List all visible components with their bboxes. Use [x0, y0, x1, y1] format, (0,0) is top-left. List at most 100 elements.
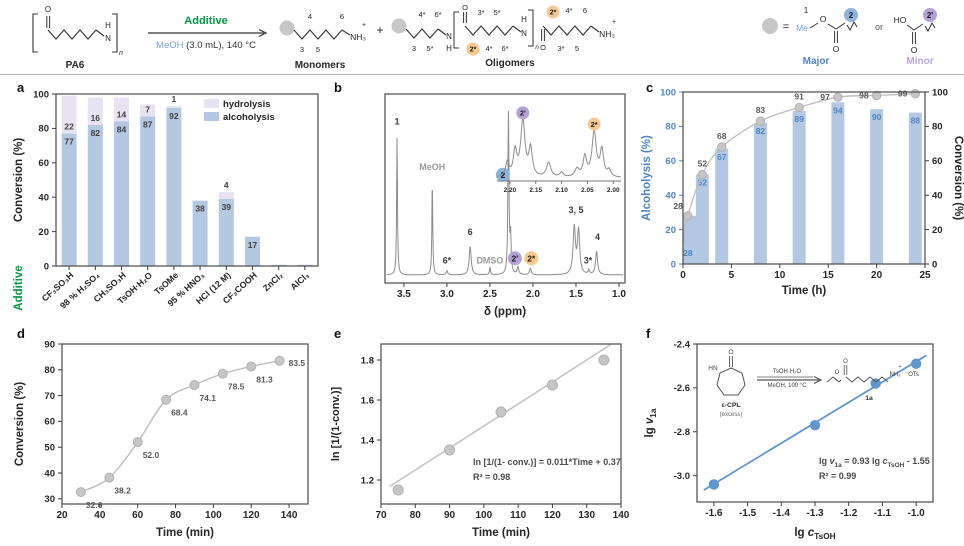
peak-label: 6* [443, 255, 452, 265]
oligomer-chain-left [405, 28, 439, 39]
panel-label-f: f [646, 326, 651, 341]
data-point [189, 380, 200, 391]
bar-value: 82 [756, 126, 766, 136]
y-tick-label: 70 [44, 391, 55, 402]
marker-circle-2* [546, 5, 560, 19]
line [590, 25, 600, 33]
atom-H: H [105, 21, 111, 30]
x-tick-label: 40 [94, 510, 106, 521]
bar-alcoholysis [245, 236, 260, 266]
y-axis-label: lg v1a [644, 408, 658, 437]
line [341, 29, 351, 36]
x-tick-label: 120 [243, 510, 260, 521]
x-tick-label: AlCl₃ [288, 270, 311, 292]
excess-label: (excess) [720, 412, 743, 418]
x-tick-label: 0 [680, 270, 686, 281]
panel-label-d: d [17, 326, 25, 341]
line [827, 23, 837, 30]
ester-head [826, 376, 842, 383]
y-tick-label: 1.6 [361, 395, 374, 406]
circle-label: 2* [470, 47, 477, 54]
arrow-head [258, 28, 268, 38]
fit-r2: R² = 0.99 [819, 471, 856, 481]
ots-label: ⁻OTs [905, 372, 919, 378]
equals-sign: = [783, 21, 789, 33]
y-tick-label: 30 [44, 494, 55, 505]
y-tick-label: 100 [33, 89, 49, 100]
bar-alcoholysis [870, 109, 884, 264]
bar-alcoholysis [271, 264, 287, 266]
conditions-label: MeOH (3.0 mL), 140 °C [156, 40, 256, 51]
point-value: 68.4 [171, 408, 188, 418]
x-tick-label: 90 [444, 510, 456, 521]
peak-label: 3* [584, 255, 593, 265]
bar-alcoholysis [695, 174, 709, 264]
y-tick-right: 60 [932, 156, 943, 167]
bar-hydrolysis [87, 97, 103, 125]
product-1a-label: 1a [865, 395, 873, 402]
monomers-label: Monomers [295, 60, 346, 71]
x-tick-label: 5 [729, 270, 735, 281]
bar-value: 14 [117, 110, 127, 120]
fit-equation: ln [1/(1- conv.)] = 0.011*Time + 0.37 [473, 457, 621, 467]
line [835, 22, 846, 30]
end-group-circle [279, 20, 295, 36]
x-tick-label: 2.5 [483, 289, 497, 300]
divider-line [0, 74, 964, 75]
x-tick-label: 1.0 [612, 289, 626, 300]
bar-alcoholysis [218, 198, 234, 266]
point-value: 91 [794, 91, 804, 101]
data-point [910, 89, 921, 99]
marker-circle-2 [844, 8, 858, 22]
marker-circle-2 [495, 167, 510, 182]
label: 1 [804, 6, 809, 15]
x-axis-label: Time (h) [782, 285, 827, 297]
x-tick-label: 1.5 [569, 289, 583, 300]
y-tick-left: 20 [665, 225, 676, 236]
x-tick-label: -1.3 [806, 508, 824, 519]
x-tick-label: -1.0 [908, 508, 926, 519]
point-value: 81.3 [256, 374, 273, 384]
x-tick-label: 60 [132, 510, 144, 521]
bar-value: 28 [683, 248, 693, 258]
bracket-right [112, 13, 118, 53]
x-tick-label: 130 [578, 510, 595, 521]
bar-value: 82 [91, 128, 101, 138]
y-tick-label: 1.4 [361, 435, 375, 446]
x-tick-label: 20 [56, 510, 68, 521]
data-point [755, 116, 766, 126]
product-chain [845, 376, 889, 383]
y-tick-label: 50 [44, 443, 55, 454]
bar-alcoholysis [753, 122, 767, 265]
bracket-left [453, 11, 459, 49]
x-tick-label: 110 [510, 510, 527, 521]
peak-label: 1 [395, 117, 400, 127]
bracket-left [32, 13, 38, 53]
data-point [546, 379, 558, 391]
bar-value: 22 [64, 122, 74, 132]
marker-circle-2* [524, 251, 539, 266]
panel-label-e: e [334, 326, 342, 341]
circle-label: 2 [849, 11, 854, 20]
peak-label: 6 [468, 227, 473, 237]
legend-label: alcoholysis [223, 112, 275, 123]
data-point [598, 354, 610, 366]
label: 5* [426, 44, 433, 53]
y-tick-right: 80 [932, 122, 943, 133]
marker-circle-2* [466, 42, 480, 56]
oligomer-chain-right [542, 25, 592, 36]
circle-label: 2* [527, 253, 536, 263]
label: 4* [565, 6, 572, 15]
line [906, 24, 915, 31]
bar-alcoholysis [61, 133, 77, 266]
y-tick-right: 40 [932, 191, 943, 202]
bar-alcoholysis [166, 107, 182, 266]
bar-hydrolysis [218, 192, 234, 199]
data-point [161, 394, 172, 405]
ho-label: HO [894, 15, 907, 25]
point-value: 74.1 [199, 393, 216, 403]
x-axis-label: Time (min) [156, 527, 214, 539]
caprolactam-ring [716, 367, 746, 396]
